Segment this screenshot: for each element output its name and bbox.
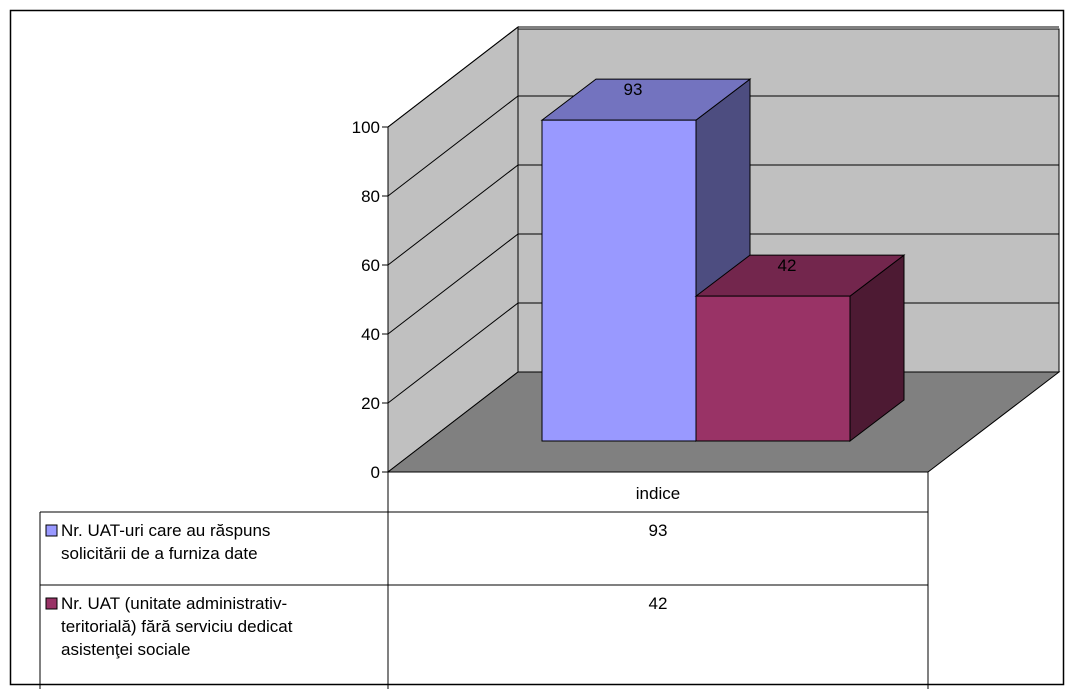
table-cell-value: 93: [649, 521, 668, 540]
gridline-side: [387, 95, 519, 197]
legend-key-1: [45, 524, 58, 537]
data-table: indice Nr. UAT-uri care au răspuns solicit…: [39, 471, 929, 689]
y-tick-label: 60: [361, 256, 380, 275]
bar-2: [694, 254, 906, 443]
y-tick-label: 40: [361, 325, 380, 344]
y-tick-label: 20: [361, 394, 380, 413]
y-tick-label: 80: [361, 187, 380, 206]
table-cell-value: 42: [649, 594, 668, 613]
table-header: indice: [636, 484, 680, 503]
table-row-label: teritorială) fără serviciu dedicat: [61, 617, 293, 636]
gridline-side: [387, 26, 519, 128]
y-tick-label: 100: [352, 118, 380, 137]
table-row-label: Nr. UAT-uri care au răspuns: [61, 521, 270, 540]
data-label-2: 42: [778, 256, 797, 275]
legend-key-2: [45, 597, 58, 610]
y-tick-label: 0: [371, 463, 380, 482]
bar-front: [695, 295, 851, 442]
table-row-label: Nr. UAT (unitate administrativ-: [61, 594, 287, 613]
gridline-side: [387, 302, 519, 404]
table-row-label: solicitării de a furniza date: [61, 544, 258, 563]
gridline-side: [387, 164, 519, 266]
bar-front: [541, 119, 697, 442]
data-label-1: 93: [624, 80, 643, 99]
table-row-label: asistenţei sociale: [61, 640, 190, 659]
gridline-side: [387, 233, 519, 335]
